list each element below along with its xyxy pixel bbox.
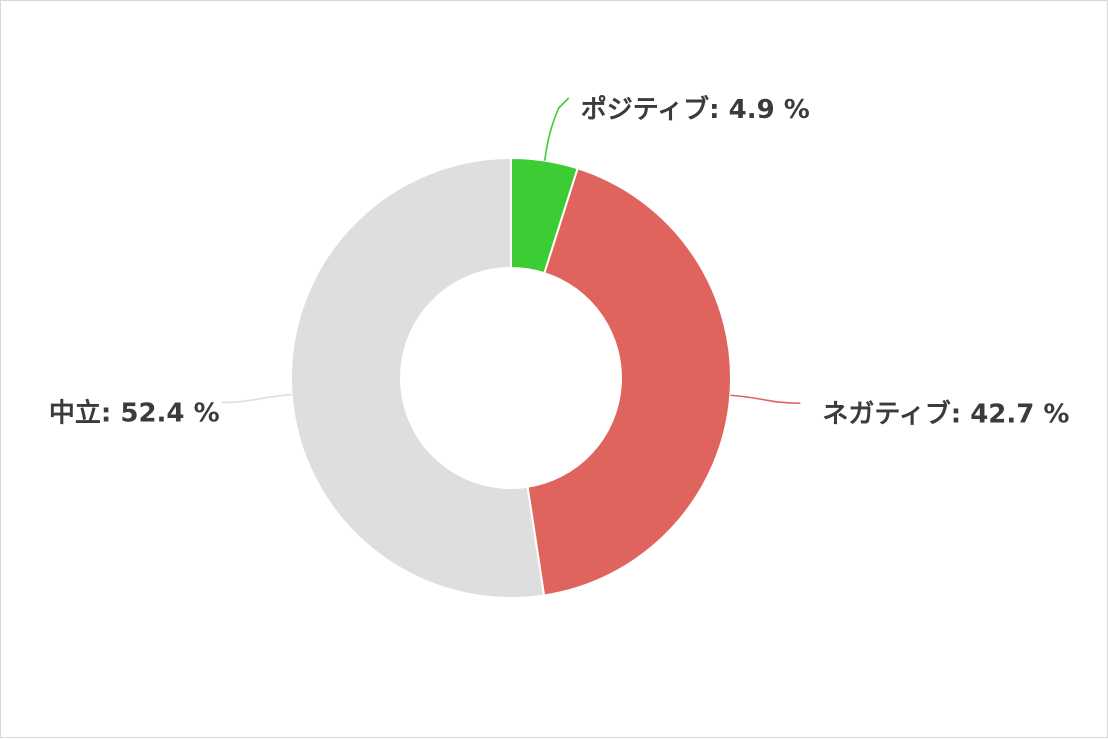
- donut-slice-neutral[interactable]: [290, 156, 546, 599]
- slice-labels: ポジティブ: 4.9 % ネガティブ: 42.7 % 中立: 52.4 %: [49, 94, 1070, 429]
- donut-slices: [290, 156, 732, 599]
- data-label-negative: ネガティブ: 42.7 %: [822, 398, 1069, 429]
- data-label-positive: ポジティブ: 4.9 %: [581, 94, 810, 125]
- connector-line-neutral: [221, 393, 292, 404]
- donut-slice-negative[interactable]: [526, 167, 732, 597]
- connector-line-negative: [730, 394, 801, 405]
- label-connectors: [221, 97, 801, 405]
- connector-line-positive: [543, 97, 570, 161]
- data-label-neutral: 中立: 52.4 %: [49, 398, 220, 429]
